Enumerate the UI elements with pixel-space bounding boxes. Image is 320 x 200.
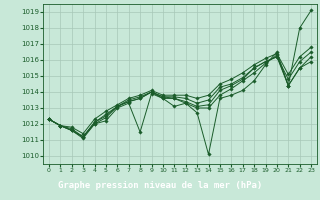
Text: Graphe pression niveau de la mer (hPa): Graphe pression niveau de la mer (hPa): [58, 182, 262, 190]
